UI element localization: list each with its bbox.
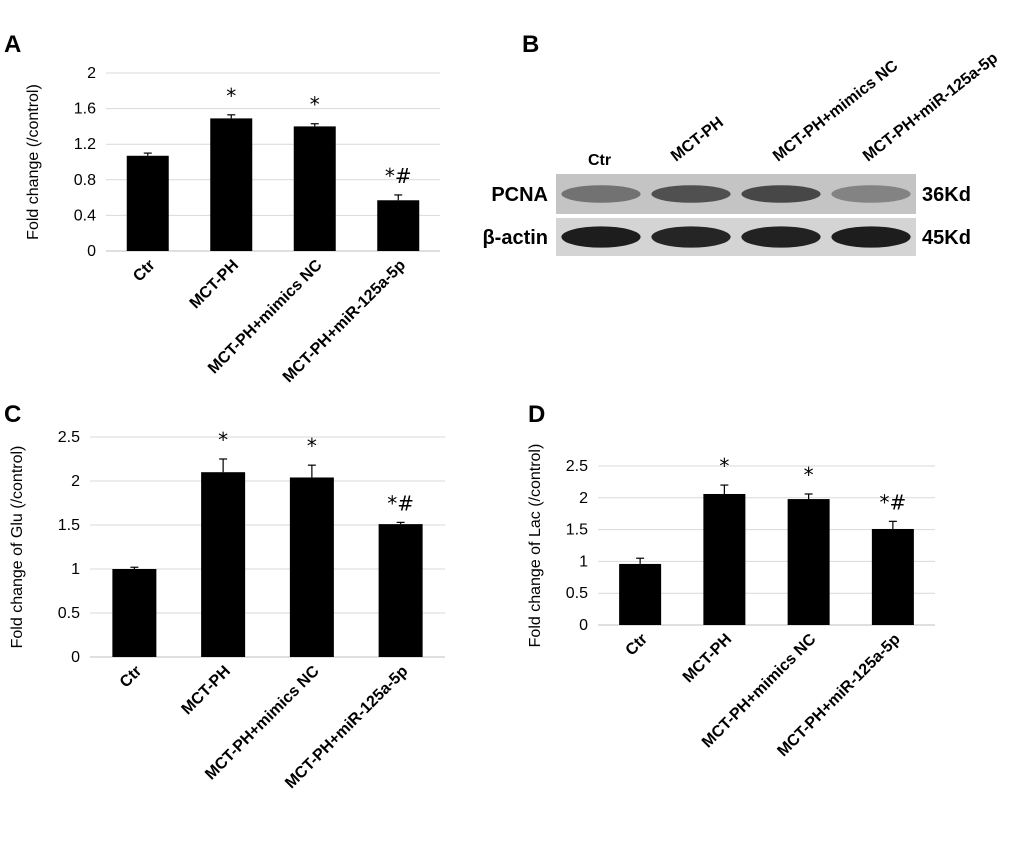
significance-marker: *	[719, 454, 729, 478]
significance-marker: *#	[879, 490, 906, 514]
blot-size-label: 36Kd	[922, 184, 971, 206]
blot-band	[651, 226, 731, 248]
bar	[126, 155, 169, 251]
panel-letter-d: D	[528, 401, 545, 428]
y-axis-label: Fold change of Glu (/control)	[9, 446, 26, 649]
y-tick-label: 0.5	[58, 605, 80, 622]
blot-band	[741, 185, 821, 203]
blot-band	[561, 226, 641, 248]
y-tick-label: 1.5	[566, 522, 588, 539]
y-tick-label: 2	[579, 490, 588, 507]
chart-d: 0 0.5 1 1.5 2 2.5 Fold change of Lac (/control…	[527, 444, 935, 760]
category-label: Ctr	[623, 631, 651, 659]
y-tick-label: 0.5	[566, 585, 588, 602]
chart-c: 0 0.5 1 1.5 2 2.5 Fold change of Glu (/control…	[9, 428, 445, 792]
panel-letter-a: A	[4, 31, 21, 58]
y-tick-label: 1.6	[74, 101, 96, 118]
significance-marker: *#	[387, 491, 414, 515]
bar	[112, 569, 157, 657]
blot-band	[831, 185, 911, 203]
significance-marker: *	[804, 463, 814, 487]
y-axis-label: Fold change of Lac (/control)	[527, 444, 544, 648]
y-tick-label: 0	[579, 617, 588, 634]
significance-marker: *	[226, 84, 236, 108]
blot-protein-label: PCNA	[491, 184, 548, 206]
blot-band	[651, 185, 731, 203]
y-tick-label: 2	[87, 65, 96, 82]
panel-letter-b: B	[522, 31, 539, 58]
y-tick-label: 2	[71, 473, 80, 490]
y-tick-label: 2.5	[566, 458, 588, 475]
y-tick-label: 2.5	[58, 429, 80, 446]
bar	[377, 200, 420, 251]
bar	[703, 493, 746, 625]
y-tick-label: 0.8	[74, 172, 96, 189]
category-label: Ctr	[117, 663, 145, 691]
y-tick-label: 1.2	[74, 136, 96, 153]
blot-protein-label: β-actin	[482, 227, 548, 249]
y-axis-label: Fold change (/control)	[25, 84, 42, 240]
significance-marker: *	[218, 428, 228, 452]
bar	[871, 528, 914, 625]
bar	[787, 499, 830, 625]
y-tick-label: 0	[71, 649, 80, 666]
category-label: MCT-PH	[179, 663, 234, 718]
y-tick-label: 1.5	[58, 517, 80, 534]
significance-marker: *#	[385, 164, 412, 188]
y-tick-label: 0	[87, 243, 96, 260]
bar	[293, 126, 336, 251]
bar	[619, 563, 662, 625]
blot-lane-label: Ctr	[588, 152, 611, 169]
category-label: Ctr	[130, 257, 158, 285]
blot-band	[831, 226, 911, 248]
blot-lane-label: MCT-PH	[668, 114, 727, 165]
bar	[210, 118, 253, 251]
bar	[201, 472, 246, 657]
bar	[289, 477, 334, 657]
significance-marker: *	[307, 434, 317, 458]
significance-marker: *	[310, 93, 320, 117]
y-tick-label: 1	[71, 561, 80, 578]
western-blot: Ctr MCT-PH MCT-PH+mimics NCMCT-PH+miR-125a…	[482, 50, 1001, 256]
panel-letter-c: C	[4, 401, 21, 428]
blot-band	[561, 185, 641, 203]
chart-a: 0 0.4 0.8 1.2 1.6 2 Fold change (/control) Ctr *…	[25, 65, 440, 386]
category-label: MCT-PH	[680, 631, 735, 686]
category-label: MCT-PH	[187, 257, 242, 312]
y-tick-label: 1	[579, 553, 588, 570]
bar	[378, 524, 423, 657]
y-tick-label: 0.4	[74, 207, 96, 224]
blot-band	[741, 226, 821, 248]
blot-size-label: 45Kd	[922, 227, 971, 249]
